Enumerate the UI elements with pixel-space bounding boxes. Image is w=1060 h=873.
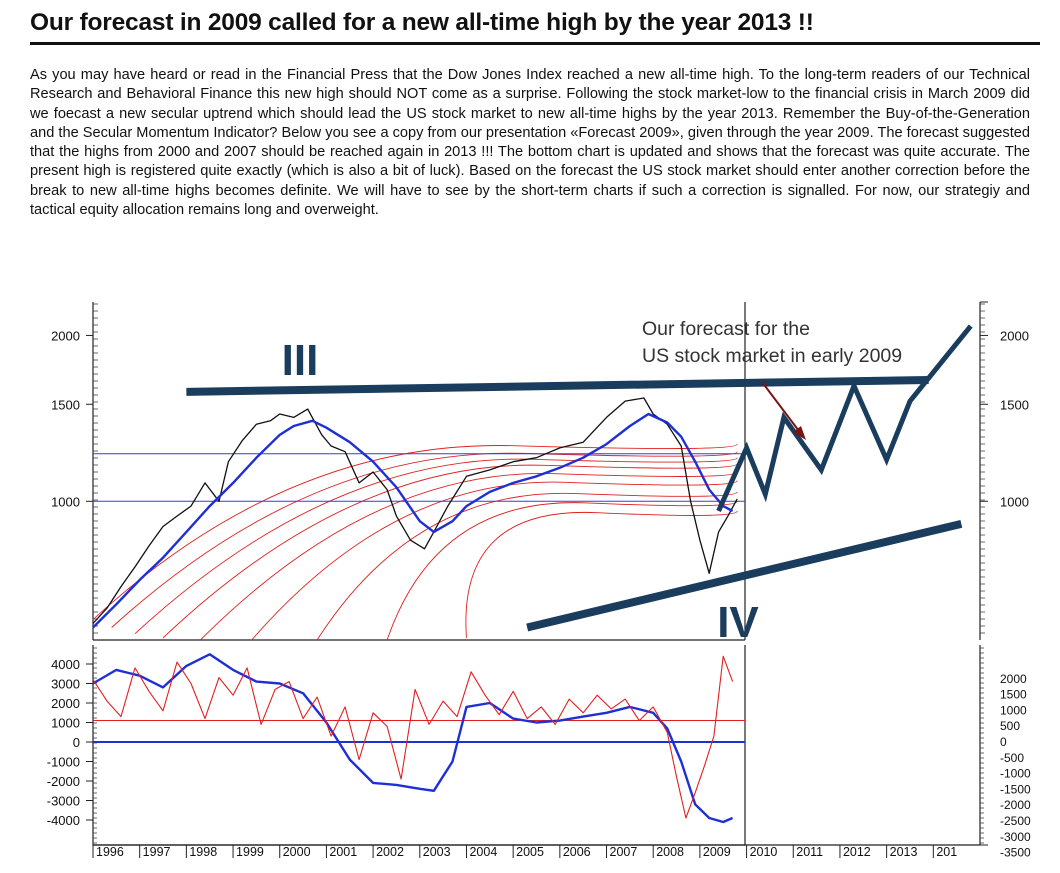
y-tick-right: 2000: [1000, 328, 1029, 343]
forecast-arrow-shaft: [761, 381, 803, 436]
momentum-tick-right: 1000: [1000, 703, 1027, 717]
y-tick-right: 1000: [1000, 494, 1029, 509]
momentum-tick-left: 1000: [51, 716, 80, 731]
x-tick-year: 2003: [423, 845, 451, 859]
series-layer: [92, 397, 738, 824]
forecast-note-line1: Our forecast for the: [642, 318, 810, 340]
x-tick-year: 2004: [469, 845, 497, 859]
horizontal-reference-lines: [93, 453, 745, 743]
wave-label-top: III: [282, 336, 319, 385]
red-average-line: [134, 457, 738, 635]
momentum-tick-right: -3000: [1000, 830, 1031, 844]
y-tick-left: 1000: [51, 494, 80, 509]
red-average-line: [162, 463, 738, 639]
momentum-tick-left: -3000: [47, 794, 80, 809]
red-average-line: [316, 491, 738, 641]
forecast-note-line2: US stock market in early 2009: [642, 345, 902, 367]
red-average-line: [92, 443, 738, 620]
x-tick-year: 2013: [890, 845, 918, 859]
momentum-tick-right: 2000: [1000, 672, 1027, 686]
red-average-line: [386, 500, 738, 641]
x-tick-year: 2012: [843, 845, 871, 859]
article-paragraph: As you may have heard or read in the Fin…: [30, 67, 1030, 219]
chart-frame: [92, 301, 988, 846]
red-average-line: [465, 510, 738, 638]
forecast-arrow-head: [793, 426, 806, 440]
forecast-overlay: III IV Our forecast for the US stock market…: [186, 318, 973, 647]
momentum-tick-right: 1500: [1000, 688, 1027, 702]
forecast-chart: III IV Our forecast for the US stock market…: [47, 301, 1031, 860]
resistance-line: [186, 376, 929, 396]
page-headline: Our forecast in 2009 called for a new al…: [30, 8, 1040, 45]
axis-labels: 2000150010002000150010004000300020001000…: [47, 328, 1031, 859]
support-line: [526, 519, 963, 632]
momentum-tick-right: -3500: [1000, 846, 1031, 860]
x-tick-year: 1997: [143, 845, 171, 859]
y-tick-left: 1500: [51, 397, 80, 412]
momentum-tick-right: 0: [1000, 735, 1007, 749]
momentum-tick-left: 3000: [51, 677, 80, 692]
x-tick-year: 1996: [96, 845, 124, 859]
momentum-tick-right: -1500: [1000, 782, 1031, 796]
momentum-tick-right: -2000: [1000, 798, 1031, 812]
red-moving-average-lines: [92, 443, 738, 641]
price-series-price: [92, 397, 738, 624]
momentum-tick-left: -4000: [47, 813, 80, 828]
momentum-series-blue-momentum: [92, 653, 734, 824]
red-average-line: [111, 451, 738, 628]
momentum-tick-left: 0: [73, 735, 80, 750]
momentum-tick-right: -1000: [1000, 767, 1031, 781]
x-tick-year: 201: [936, 845, 957, 859]
momentum-tick-left: 4000: [51, 657, 80, 672]
momentum-tick-right: -2500: [1000, 814, 1031, 828]
red-average-line: [200, 471, 738, 641]
x-tick-year: 1998: [189, 845, 217, 859]
x-tick-year: 2011: [796, 845, 823, 859]
x-tick-year: 1999: [236, 845, 264, 859]
y-tick-right: 1500: [1000, 397, 1029, 412]
x-tick-year: 2010: [750, 845, 778, 859]
momentum-tick-left: -1000: [47, 755, 80, 770]
forecast-zigzag: [716, 324, 973, 513]
wave-label-bottom: IV: [717, 598, 759, 647]
x-tick-year: 2006: [563, 845, 591, 859]
y-tick-left: 2000: [51, 328, 80, 343]
red-average-line: [251, 480, 738, 641]
price-series-moving-average: [92, 412, 734, 629]
momentum-tick-left: 2000: [51, 696, 80, 711]
minor-ticks: [93, 303, 985, 844]
momentum-series-red-momentum: [92, 655, 734, 819]
x-tick-year: 2008: [656, 845, 684, 859]
momentum-tick-right: 500: [1000, 719, 1020, 733]
momentum-tick-right: -500: [1000, 751, 1024, 765]
x-tick-year: 2007: [610, 845, 638, 859]
x-tick-year: 2005: [516, 845, 544, 859]
x-tick-year: 2000: [283, 845, 311, 859]
x-tick-year: 2009: [703, 845, 731, 859]
x-tick-year: 2001: [329, 845, 357, 859]
momentum-tick-left: -2000: [47, 774, 80, 789]
x-tick-year: 2002: [376, 845, 404, 859]
